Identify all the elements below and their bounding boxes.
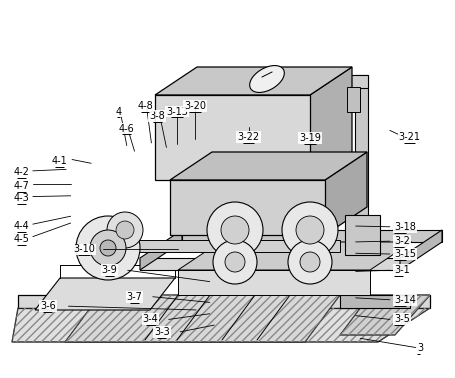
Circle shape	[107, 212, 143, 248]
Polygon shape	[339, 295, 409, 308]
Polygon shape	[344, 215, 379, 255]
Polygon shape	[399, 230, 441, 270]
Polygon shape	[155, 67, 351, 95]
Text: 3-14: 3-14	[394, 295, 415, 305]
Text: 3-18: 3-18	[394, 222, 415, 232]
Text: 3-2: 3-2	[394, 236, 410, 246]
Text: 3-3: 3-3	[154, 327, 169, 337]
Circle shape	[207, 202, 263, 258]
Text: 4-3: 4-3	[14, 193, 30, 203]
Text: 3-10: 3-10	[73, 245, 95, 254]
Polygon shape	[354, 75, 367, 308]
Text: 3-8: 3-8	[149, 112, 165, 121]
Circle shape	[299, 252, 319, 272]
Ellipse shape	[249, 65, 284, 93]
Polygon shape	[346, 87, 359, 112]
Circle shape	[100, 240, 116, 256]
Text: 3: 3	[416, 343, 422, 353]
Polygon shape	[140, 230, 182, 270]
Text: 3-9: 3-9	[101, 265, 117, 275]
Text: 4-4: 4-4	[14, 221, 30, 231]
Polygon shape	[140, 258, 399, 270]
Circle shape	[221, 216, 248, 244]
Circle shape	[295, 216, 324, 244]
Circle shape	[116, 221, 134, 239]
Text: 3-6: 3-6	[40, 301, 56, 311]
Text: 4-7: 4-7	[14, 181, 30, 191]
Text: 4-8: 4-8	[137, 101, 152, 111]
Text: 3-21: 3-21	[398, 132, 420, 142]
Circle shape	[281, 202, 337, 258]
Polygon shape	[177, 270, 369, 295]
Polygon shape	[130, 240, 339, 252]
Circle shape	[212, 240, 257, 284]
Polygon shape	[65, 295, 339, 342]
Circle shape	[76, 216, 140, 280]
Polygon shape	[170, 180, 324, 235]
Polygon shape	[177, 242, 411, 270]
Polygon shape	[339, 295, 429, 335]
Polygon shape	[12, 308, 429, 342]
Polygon shape	[269, 88, 279, 95]
Circle shape	[224, 252, 244, 272]
Text: 3-4: 3-4	[142, 314, 158, 324]
Text: 3-20: 3-20	[184, 101, 206, 111]
Polygon shape	[309, 67, 351, 180]
Text: 4-6: 4-6	[119, 124, 134, 133]
Text: 4-1: 4-1	[51, 156, 67, 166]
Text: 4-2: 4-2	[14, 167, 30, 177]
Text: 3-22: 3-22	[237, 132, 259, 142]
Polygon shape	[170, 152, 366, 180]
Text: 3-15: 3-15	[394, 249, 415, 259]
Polygon shape	[18, 295, 429, 308]
Polygon shape	[155, 95, 309, 180]
Polygon shape	[182, 230, 441, 242]
Text: 3-7: 3-7	[126, 292, 142, 302]
Polygon shape	[324, 152, 366, 235]
Text: 4-5: 4-5	[14, 234, 30, 244]
Circle shape	[288, 240, 331, 284]
Text: 4: 4	[115, 107, 121, 116]
Text: 3-5: 3-5	[394, 314, 410, 324]
Polygon shape	[35, 278, 175, 310]
Polygon shape	[279, 75, 367, 88]
Text: 3-19: 3-19	[298, 133, 320, 143]
Text: 3-13: 3-13	[166, 107, 187, 116]
Circle shape	[90, 230, 126, 266]
Text: 3-1: 3-1	[394, 265, 410, 275]
